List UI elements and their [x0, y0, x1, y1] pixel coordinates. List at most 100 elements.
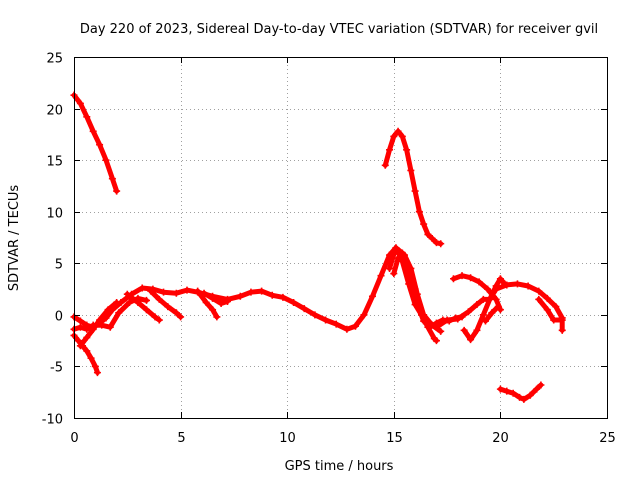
data-point	[488, 309, 496, 317]
x-tick-label: 10	[279, 431, 296, 446]
data-point	[458, 272, 466, 280]
data-point	[360, 311, 368, 319]
data-point	[411, 187, 419, 195]
data-point	[516, 393, 524, 401]
data-point	[115, 309, 123, 317]
data-point	[89, 127, 97, 135]
data-point	[113, 298, 121, 306]
y-tick-label: 20	[46, 104, 63, 119]
data-point	[392, 244, 400, 252]
data-point	[268, 291, 276, 299]
data-point	[74, 337, 82, 345]
data-point	[479, 311, 487, 319]
data-point	[454, 315, 462, 323]
data-point	[311, 311, 319, 319]
x-tick-label: 5	[177, 431, 185, 446]
data-point	[151, 313, 159, 321]
data-point	[443, 316, 451, 324]
data-point	[125, 298, 133, 306]
data-point	[160, 288, 168, 296]
data-point	[526, 391, 534, 399]
data-point	[202, 298, 210, 306]
data-point	[524, 282, 532, 290]
data-point	[300, 305, 308, 313]
y-axis-label: SDTVAR / TECUs	[7, 185, 22, 292]
data-point	[479, 295, 487, 303]
axis-ticks	[74, 57, 608, 419]
data-point	[138, 284, 146, 292]
x-tick-label: 20	[492, 431, 509, 446]
data-point	[76, 317, 84, 325]
data-point	[164, 303, 172, 311]
data-point	[550, 316, 558, 324]
y-tick-label: 5	[55, 258, 63, 273]
data-point	[473, 301, 481, 309]
data-point	[217, 300, 225, 308]
data-point	[390, 132, 398, 140]
data-point	[209, 294, 217, 302]
data-point	[172, 289, 180, 297]
data-point	[368, 292, 376, 300]
data-point	[386, 264, 394, 272]
data-point	[475, 278, 483, 286]
data-point	[535, 287, 543, 295]
data-point	[87, 354, 95, 362]
data-point	[91, 362, 99, 370]
data-point	[290, 298, 298, 306]
data-point	[558, 326, 566, 334]
data-point	[377, 272, 385, 280]
data-point	[83, 325, 91, 333]
data-point	[247, 288, 255, 296]
series-seg1-line	[71, 92, 120, 194]
data-point	[142, 306, 150, 314]
data-point	[83, 334, 91, 342]
series-seg10-line	[382, 128, 444, 247]
y-tick-label: 15	[46, 155, 63, 170]
data-point	[224, 297, 232, 305]
data-point	[147, 287, 155, 295]
x-tick-label: 15	[386, 431, 403, 446]
grid	[74, 57, 607, 418]
data-point	[386, 146, 394, 154]
series-seg8-line	[195, 288, 220, 320]
data-point	[155, 295, 163, 303]
data-point	[194, 287, 202, 295]
data-point	[332, 320, 340, 328]
data-point	[537, 381, 545, 389]
data-point	[449, 275, 457, 283]
data-point	[381, 161, 389, 169]
data-point	[428, 321, 436, 329]
data-point	[102, 156, 110, 164]
data-point	[322, 316, 330, 324]
data-point	[492, 282, 500, 290]
data-point	[509, 389, 517, 397]
data-point	[486, 295, 494, 303]
data-point	[428, 235, 436, 243]
data-point	[501, 280, 509, 288]
data-point	[496, 385, 504, 393]
chart-title: Day 220 of 2023, Sidereal Day-to-day VTE…	[80, 22, 598, 37]
plot-area	[70, 91, 566, 403]
data-point	[503, 387, 511, 395]
data-point	[407, 166, 415, 174]
data-point	[96, 316, 104, 324]
data-point	[96, 141, 104, 149]
data-point	[460, 326, 468, 334]
data-point	[108, 175, 116, 183]
data-point	[183, 286, 191, 294]
data-point	[400, 251, 408, 259]
data-point	[420, 220, 428, 228]
data-point	[432, 239, 440, 247]
data-point	[492, 295, 500, 303]
data-point	[424, 230, 432, 238]
data-point	[432, 337, 440, 345]
data-point	[106, 323, 114, 331]
data-point	[209, 306, 217, 314]
data-point	[558, 316, 566, 324]
data-point	[467, 336, 475, 344]
data-point	[200, 289, 208, 297]
data-point	[405, 280, 413, 288]
data-point	[83, 347, 91, 355]
data-point	[343, 325, 351, 333]
data-point	[113, 187, 121, 195]
